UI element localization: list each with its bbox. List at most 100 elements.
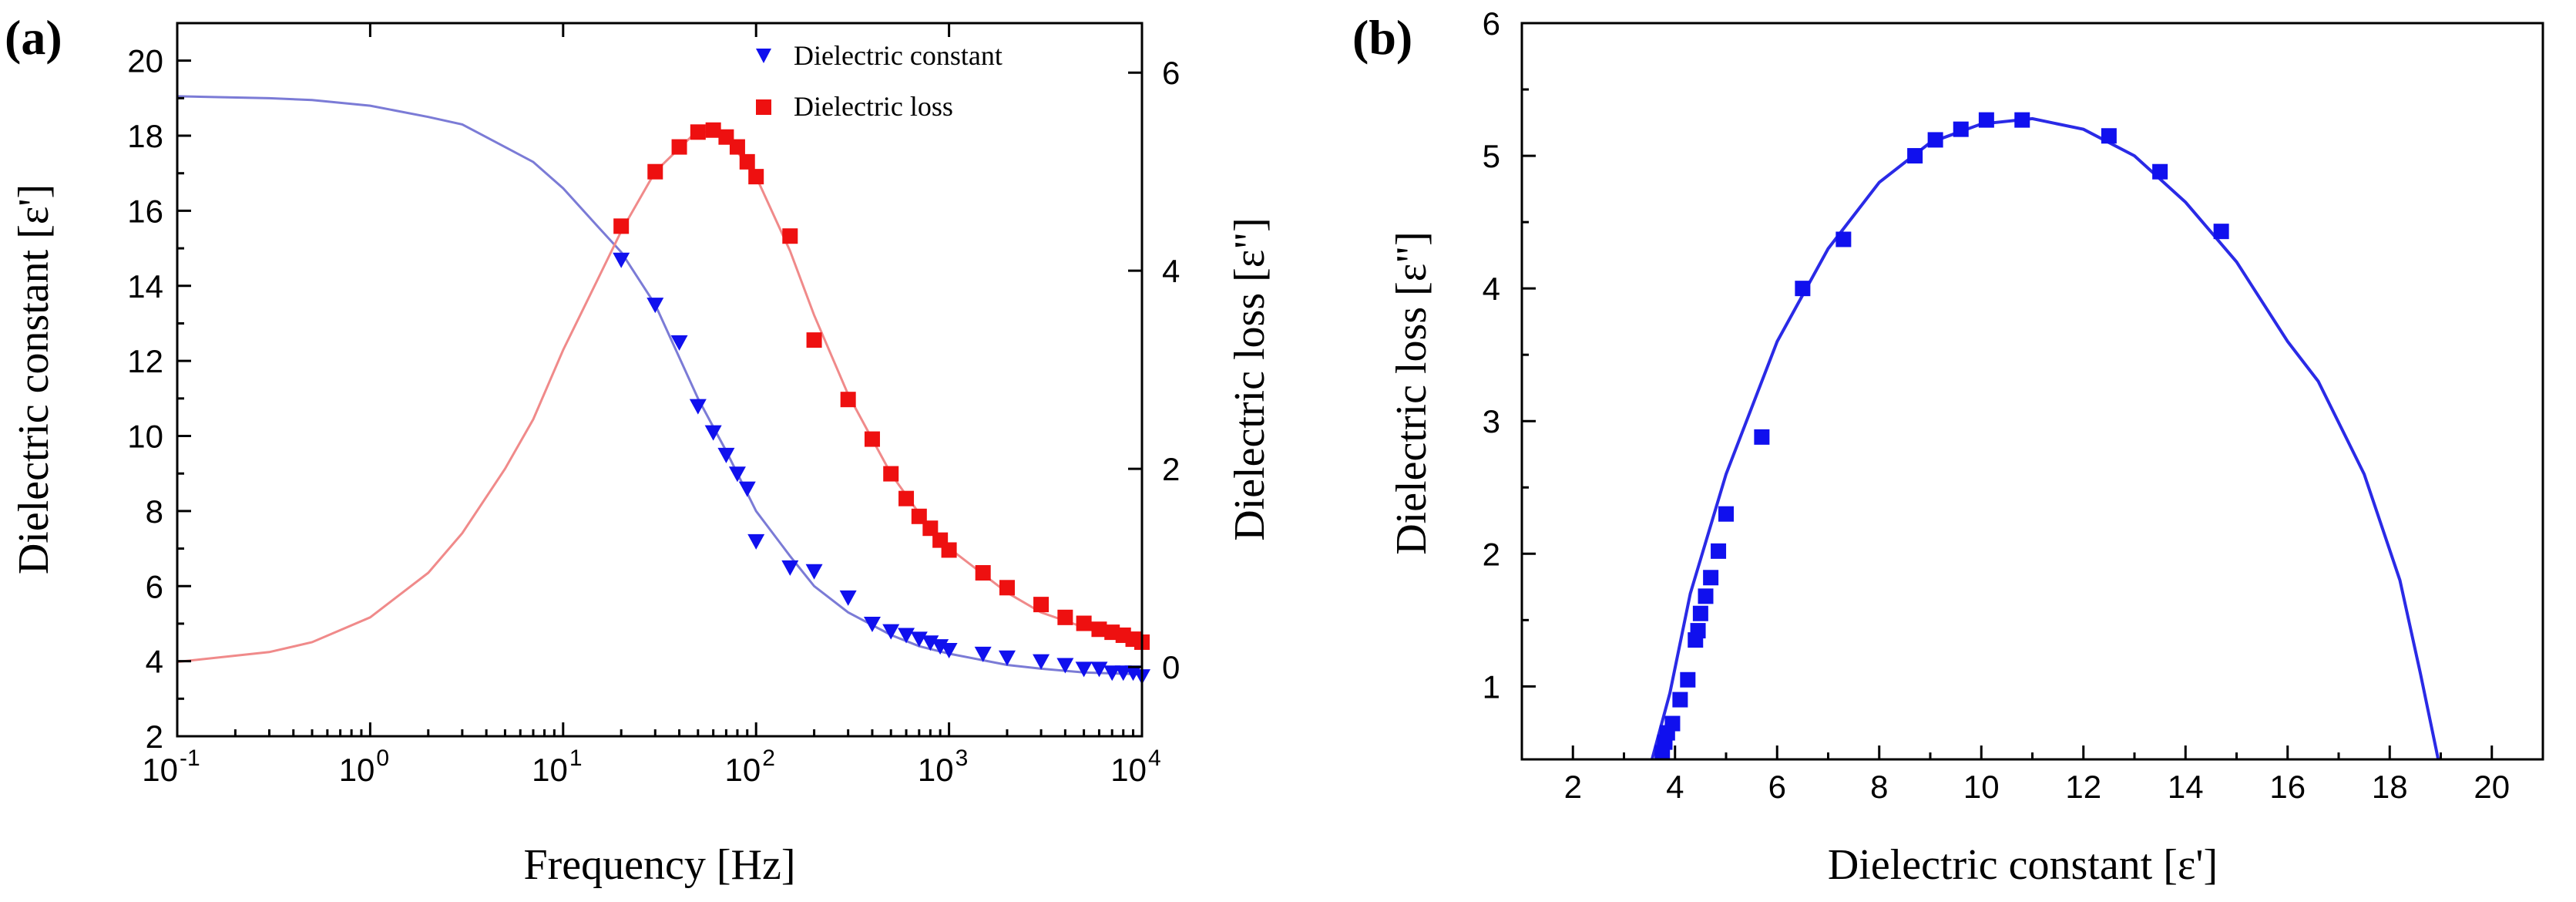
a-xtick-exp-5: 4 [1148, 745, 1161, 771]
a-point-0-24 [1090, 661, 1108, 678]
legend-loss-label: Dielectric loss [794, 91, 953, 122]
b-point-4 [1672, 692, 1688, 708]
a-point-0-2 [670, 335, 688, 351]
panel-a-label: (a) [5, 10, 62, 65]
a-yrtick-label-2: 4 [1162, 253, 1180, 289]
a-point-1-15 [911, 508, 927, 524]
a-yltick-label-7: 16 [127, 193, 163, 229]
b-point-8 [1692, 605, 1708, 621]
b-ytick-label-4: 5 [1483, 138, 1500, 174]
b-point-16 [1907, 148, 1923, 164]
a-fit-line-2 [176, 95, 1143, 676]
a-yrtick-label-0: 0 [1162, 649, 1180, 685]
a-point-0-19 [974, 646, 992, 662]
a-point-1-12 [864, 431, 880, 447]
a-point-0-25 [1103, 665, 1121, 682]
a-point-0-22 [1056, 658, 1074, 674]
b-xtick-label-4: 10 [1963, 769, 2000, 805]
a-point-0-10 [805, 564, 823, 580]
b-xtick-label-1: 4 [1666, 769, 1684, 805]
b-point-13 [1754, 429, 1770, 445]
b-point-9 [1698, 588, 1714, 604]
b-ytick-label-0: 1 [1483, 668, 1500, 705]
a-point-0-23 [1075, 661, 1093, 678]
a-point-1-22 [1057, 609, 1073, 625]
a-xtick-exp-2: 1 [569, 745, 583, 771]
b-ytick-label-1: 2 [1483, 536, 1500, 572]
a-xtick-exp-0: -1 [180, 745, 200, 771]
a-yrtick-label-3: 6 [1162, 55, 1180, 91]
a-point-0-20 [998, 650, 1016, 666]
a-yltick-label-8: 18 [127, 118, 163, 154]
b-xtick-label-3: 8 [1870, 769, 1888, 805]
b-point-14 [1795, 281, 1811, 297]
a-point-0-6 [728, 466, 746, 483]
b-ytick-label-2: 3 [1483, 403, 1500, 439]
a-point-1-8 [748, 169, 764, 185]
a-xtick-label-1: 100 [339, 745, 389, 788]
a-xtick-label-4: 103 [918, 745, 968, 788]
a-point-0-14 [898, 628, 915, 644]
a-right-axis-title: Dielectric loss [ε"] [1226, 217, 1274, 541]
a-plot-frame [176, 22, 1144, 738]
a-point-1-3 [690, 124, 706, 140]
b-point-5 [1680, 671, 1696, 688]
b-series-layer [1650, 112, 2440, 761]
a-point-1-18 [941, 542, 957, 558]
b-y-axis-title: Dielectric loss [ε"] [1388, 231, 1436, 555]
b-point-19 [1978, 112, 1994, 128]
a-yltick-label-2: 6 [146, 568, 163, 604]
a-yltick-label-6: 14 [127, 268, 163, 305]
a-xtick-label-2: 101 [532, 745, 582, 788]
a-yltick-label-1: 4 [146, 644, 163, 680]
a-series-layer [176, 95, 1150, 685]
a-xtick-label-0: 10-1 [142, 745, 200, 788]
a-point-1-14 [898, 490, 915, 507]
legend-loss-marker [756, 99, 771, 115]
b-ytick-label-5: 6 [1483, 5, 1500, 42]
legend-constant-label: Dielectric constant [794, 40, 1003, 71]
b-point-17 [1927, 132, 1943, 148]
b-point-11 [1711, 543, 1727, 559]
a-point-1-9 [782, 228, 798, 244]
a-point-0-13 [882, 624, 900, 640]
b-xtick-label-6: 14 [2168, 769, 2204, 805]
a-xtick-exp-1: 0 [376, 745, 389, 771]
a-point-1-23 [1076, 615, 1092, 631]
a-x-axis-title: Frequency [Hz] [524, 841, 796, 889]
a-point-1-0 [613, 218, 630, 234]
b-x-axis-title: Dielectric constant [ε'] [1828, 841, 2218, 889]
a-yltick-label-0: 2 [146, 719, 163, 755]
b-point-12 [1718, 506, 1734, 522]
a-yltick-label-4: 10 [127, 419, 163, 455]
b-ytick-label-3: 4 [1483, 271, 1500, 307]
a-left-axis-title: Dielectric constant [ε'] [10, 184, 58, 574]
a-point-1-19 [975, 565, 991, 581]
a-point-0-9 [781, 560, 799, 576]
a-point-1-11 [840, 392, 856, 408]
b-xtick-label-8: 18 [2372, 769, 2408, 805]
b-point-15 [1835, 231, 1852, 247]
a-point-1-6 [729, 139, 745, 155]
a-point-1-21 [1033, 597, 1050, 613]
a-point-0-4 [704, 425, 722, 441]
a-point-1-13 [883, 466, 899, 482]
b-point-10 [1703, 570, 1719, 586]
b-xtick-label-7: 16 [2269, 769, 2306, 805]
a-yltick-label-9: 20 [127, 43, 163, 79]
a-point-0-3 [689, 399, 707, 415]
a-xtick-label-3: 102 [724, 745, 774, 788]
a-point-0-18 [940, 643, 958, 659]
a-point-1-7 [739, 153, 755, 170]
a-point-0-11 [839, 590, 857, 606]
a-point-0-5 [717, 447, 735, 463]
b-point-21 [2101, 128, 2117, 144]
a-point-1-24 [1091, 621, 1107, 638]
a-xtick-exp-3: 2 [762, 745, 775, 771]
a-point-1-1 [647, 163, 663, 180]
a-xtick-label-5: 104 [1110, 745, 1160, 788]
a-fit-line-3 [176, 129, 1143, 664]
a-yltick-label-5: 12 [127, 343, 163, 379]
